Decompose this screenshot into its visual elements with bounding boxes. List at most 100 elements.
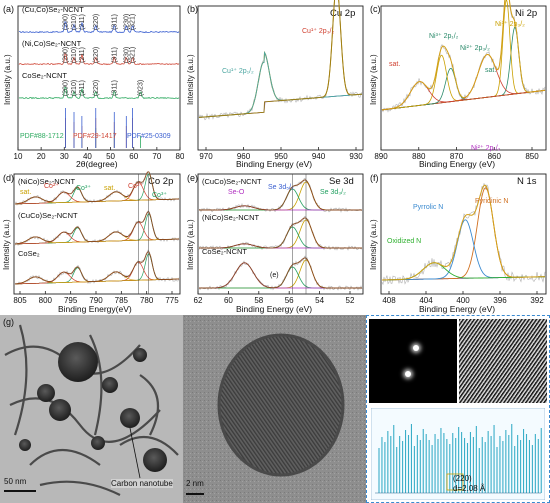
- panel-c-tick-label-0: 890: [374, 152, 388, 161]
- fft-spot-1: [413, 345, 419, 351]
- panel-d-series-3-label: CoSe₂: [18, 249, 40, 258]
- panel-g-plane: (220): [453, 474, 472, 483]
- fft-image: [369, 319, 457, 403]
- panel-a-tick-label-5: 60: [129, 152, 138, 161]
- panel-e-tick-label-5: 52: [346, 296, 355, 305]
- panel-e-se3d32: Se 3d₃/₂: [320, 189, 346, 196]
- panel-d-co3-1: Co³⁺: [76, 184, 91, 192]
- panel-a-hkl-label: (311): [111, 80, 118, 96]
- panel-a-pdf-1: PDF#88-1712: [20, 133, 64, 140]
- panel-g-scale-50nm: 50 nm: [4, 477, 27, 486]
- panel-a-series-2-line: [18, 52, 180, 66]
- panel-c-fit-line: [381, 0, 546, 111]
- panel-d-tick-label-1: 800: [39, 296, 53, 305]
- panel-c-peak-ni2-2p32: Ni²⁺ 2p₃/₂: [460, 44, 490, 52]
- panel-c-tick-label-1: 880: [412, 152, 426, 161]
- panel-e-series-3-component-2: [199, 262, 362, 289]
- panel-e-series-1-fit: [199, 179, 362, 211]
- panel-a-series-1-line: [19, 20, 180, 34]
- panel-e-series-3-fit: [199, 257, 362, 289]
- panel-f-oxidized: Oxidized N: [387, 238, 421, 245]
- panel-e-inset-mark: (e): [270, 272, 279, 279]
- panel-d-label: (d): [3, 173, 14, 183]
- panel-d-series-2-label: (CuCo)Se₂-NCNT: [18, 211, 78, 220]
- panel-b-ylabel: Intensity (a.u.): [186, 54, 195, 105]
- panel-f-title: N 1s: [517, 176, 537, 187]
- panel-c-peak-ni3-2p12: Ni³⁺ 2p₁/₂: [429, 32, 459, 40]
- panel-c-peak-ni3-2p32: Ni³⁺ 2p₃/₂: [495, 20, 525, 28]
- panel-a-series-3-line: [18, 86, 180, 100]
- ifft-lattice-image: [459, 319, 547, 403]
- panel-b-title: Cu 2p: [330, 8, 355, 19]
- panel-a-xrd-chart: (a) Intensity (a.u.) 2θ(degree) 10 20 30 40…: [3, 4, 184, 169]
- fft-spot-2: [405, 371, 411, 377]
- panel-f-experimental-line: [381, 182, 546, 286]
- panel-d-co3-2: Co³⁺: [152, 191, 167, 199]
- panel-e-series-2-component-0: [199, 219, 362, 249]
- panel-d-tick-label-3: 790: [89, 296, 103, 305]
- panel-b-peak-cu2p32: Cu¹⁺ 2p₃/₂: [302, 27, 335, 35]
- panel-c-xlabel: Binding Energy (eV): [419, 159, 495, 169]
- panel-b-cu2p-chart: (b) Cu 2p Intensity (a.u.) Binding Energ…: [186, 0, 364, 169]
- panel-f-tick-label-4: 392: [530, 296, 544, 305]
- panel-d-series-1-fit: [14, 171, 180, 205]
- panel-f-tick-label-0: 408: [382, 296, 396, 305]
- panel-c-sat-1: sat.: [389, 61, 400, 68]
- panel-e-se3d52: Se 3d₅/₂: [268, 184, 294, 191]
- panel-g-fft-panel: (220) d=2.08 Å: [366, 315, 550, 503]
- panel-f-n1s-chart: (f) N 1s Intensity (a.u.) Binding Energy…: [369, 173, 547, 314]
- panel-a-series-3-label: CoSe₂-NCNT: [22, 71, 67, 80]
- panel-e-ylabel: Intensity (a.u.): [186, 219, 195, 270]
- panel-f-tick-label-3: 396: [493, 296, 507, 305]
- panel-a-hkl-label: (230): [123, 14, 130, 30]
- panel-c-tick-label-3: 860: [488, 152, 502, 161]
- panel-d-co2-2: Co²⁺: [128, 182, 143, 190]
- panel-c-component-2-line: [381, 54, 546, 111]
- panel-a-series-1-label: (Cu,Co)Se₂-NCNT: [22, 5, 84, 14]
- panel-e-tick-label-0: 62: [194, 296, 203, 305]
- panel-e-series-2-label: (NiCo)Se₂-NCNT: [202, 213, 259, 222]
- panel-d-series-3-fit: [14, 251, 180, 285]
- panel-e-series-1-label: (CuCo)Se₂-NCNT: [202, 177, 262, 186]
- panel-c-component-4-line: [381, 54, 546, 111]
- panel-d-sat-2: sat.: [104, 185, 115, 192]
- panel-d-tick-label-4: 785: [115, 296, 129, 305]
- panel-a-hkl-label: (311): [111, 14, 118, 30]
- panel-a-tick-label-1: 20: [37, 152, 46, 161]
- panel-g-scale-2nm: 2 nm: [186, 479, 204, 488]
- panel-a-tick-label-2: 30: [60, 152, 69, 161]
- panel-d-co2-1: Co²⁺: [44, 182, 59, 190]
- panel-a-ylabel: Intensity (a.u.): [3, 54, 12, 105]
- panel-f-pyrrolic: Pyrrolic N: [413, 204, 443, 211]
- panel-d-ylabel: Intensity (a.u.): [2, 219, 11, 270]
- panel-d-co2p-chart: (d) Co 2p Intensity (a.u.) Binding Energ…: [2, 171, 181, 314]
- panel-e-xlabel: Binding Energy (eV): [236, 304, 312, 314]
- panel-c-peak-ni2-2p12: Ni²⁺ 2p₁/₂: [471, 144, 501, 152]
- panel-d-series-2-fit: [14, 211, 180, 245]
- panel-a-tick-label-0: 10: [14, 152, 23, 161]
- panel-b-tick-label-0: 970: [199, 152, 213, 161]
- panel-f-pyridinic: Pyridinic N: [475, 198, 508, 205]
- panel-d-xlabel: Binding Energy(eV): [58, 304, 132, 314]
- panel-g-hrtem-image: 2 nm: [183, 315, 366, 503]
- panel-f-label: (f): [370, 173, 379, 183]
- panel-e-tick-label-2: 58: [254, 296, 263, 305]
- panel-c-component-3-line: [381, 68, 546, 111]
- panel-b-xlabel: Binding Energy (eV): [236, 159, 312, 169]
- panel-a-hkl-label: (200): [62, 14, 69, 30]
- panel-b-tick-label-2: 950: [274, 152, 288, 161]
- panel-b-cu2p32-line: [199, 0, 362, 118]
- panel-c-sat-2: sat.: [485, 67, 496, 74]
- tem-particles: [4, 324, 179, 496]
- panel-a-tick-label-3: 40: [83, 152, 92, 161]
- panel-d-title: Co 2p: [148, 176, 173, 187]
- panel-b-tick-label-4: 930: [349, 152, 363, 161]
- panel-e-label: (e): [187, 173, 198, 183]
- panel-e-se-o: Se-O: [228, 189, 245, 196]
- line-profile-chart: [371, 408, 545, 500]
- panel-e-se3d-chart: (e) Se 3d Intensity (a.u.) Binding Energ…: [186, 173, 364, 314]
- panel-c-ylabel: Intensity (a.u.): [369, 54, 378, 105]
- panel-c-tick-label-2: 870: [450, 152, 464, 161]
- panel-c-label: (c): [370, 4, 381, 14]
- panel-a-hkl-label: (210): [71, 47, 78, 63]
